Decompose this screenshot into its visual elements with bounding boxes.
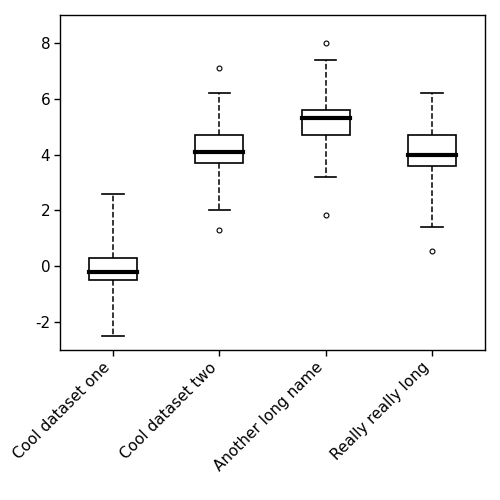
- Bar: [302, 110, 350, 135]
- Bar: [408, 135, 456, 166]
- Bar: [89, 258, 137, 280]
- Bar: [196, 135, 244, 163]
